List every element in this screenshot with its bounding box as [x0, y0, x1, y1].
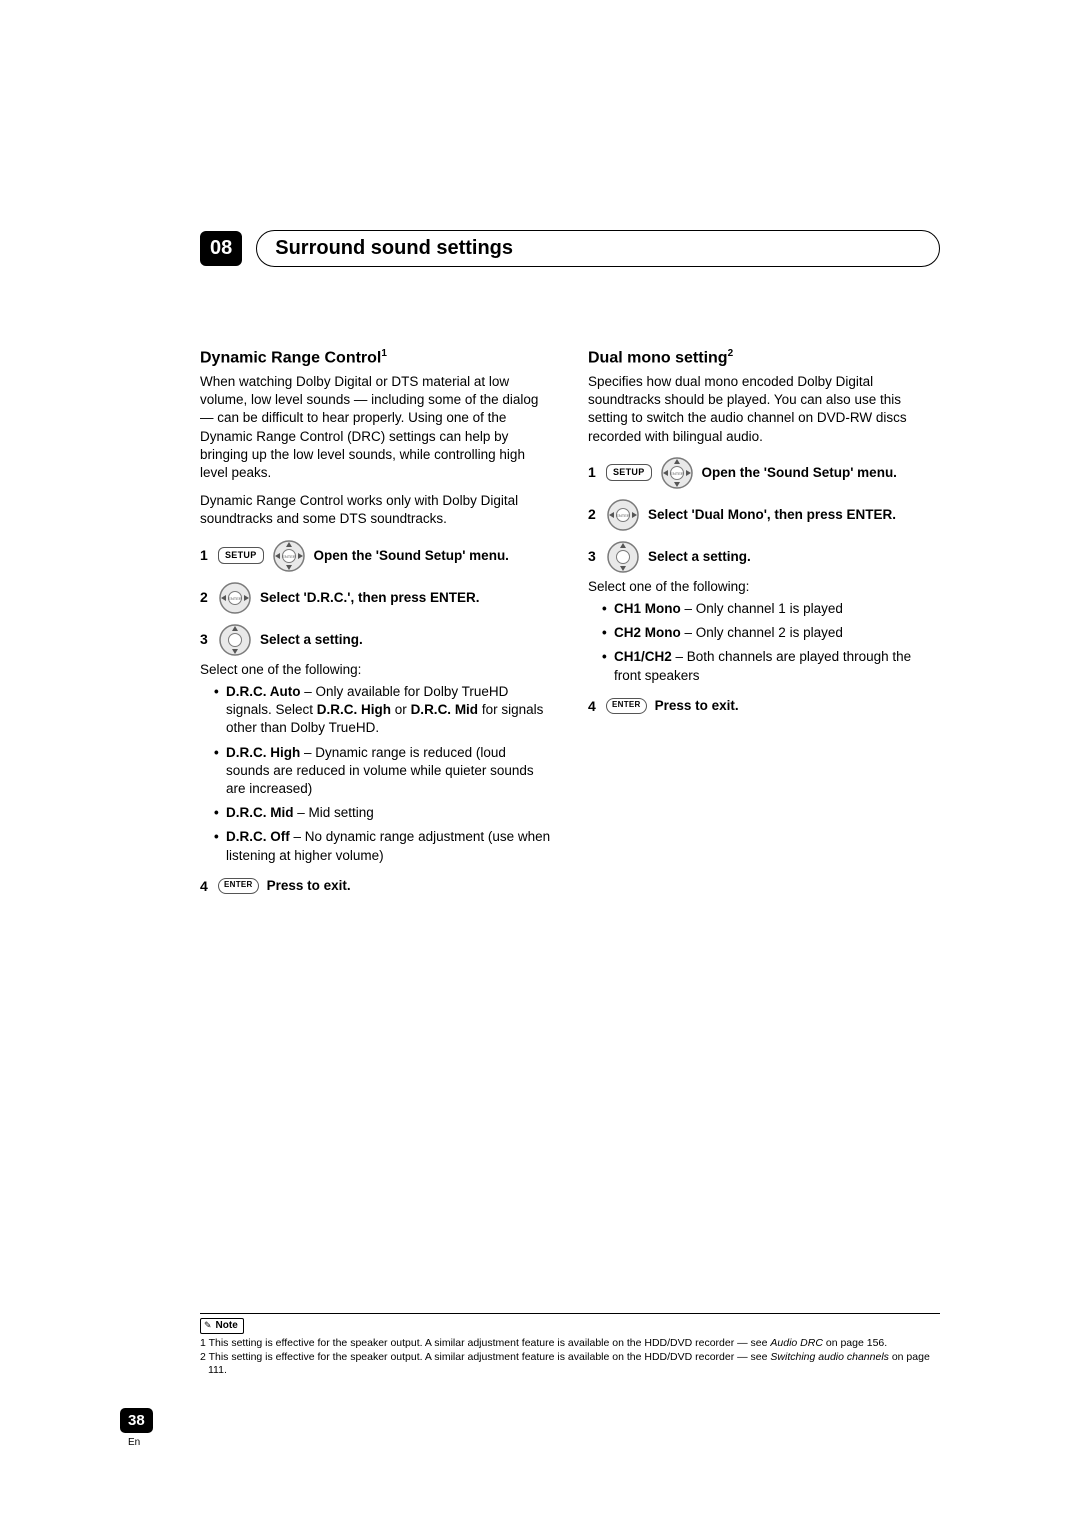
step-text: Select 'Dual Mono', then press ENTER. — [648, 506, 896, 524]
list-item: D.R.C. Mid – Mid setting — [214, 804, 552, 822]
drc-step-1: 1 SETUP ENTER Open the 'Sound Setup' men… — [200, 539, 552, 573]
pencil-icon: ✎ — [204, 1320, 212, 1332]
dpad-lr-icon: ENTER — [606, 498, 640, 532]
setup-button-icon: SETUP — [218, 547, 264, 564]
drc-para-1: When watching Dolby Digital or DTS mater… — [200, 373, 552, 482]
chapter-title-pill: Surround sound settings — [256, 230, 940, 267]
drc-step-2: 2 ENTER Select 'D.R.C.', then press ENTE… — [200, 581, 552, 615]
right-column: Dual mono setting2 Specifies how dual mo… — [588, 347, 940, 900]
footnote-section: ✎ Note 1 This setting is effective for t… — [200, 1313, 940, 1378]
step-text: Select a setting. — [648, 548, 751, 566]
dualmono-title-text: Dual mono setting — [588, 349, 728, 366]
svg-text:ENTER: ENTER — [670, 471, 684, 476]
chapter-title: Surround sound settings — [275, 237, 513, 260]
dpad-full-icon: ENTER — [660, 456, 694, 490]
svg-text:ENTER: ENTER — [282, 554, 296, 559]
step-number: 4 — [588, 697, 598, 716]
option-desc: – Mid setting — [294, 805, 374, 820]
dm-step-4: 4 ENTER Press to exit. — [588, 697, 940, 716]
dpad-ud-icon — [218, 623, 252, 657]
step-text: Open the 'Sound Setup' menu. — [314, 547, 509, 565]
option-bold: D.R.C. High — [317, 702, 391, 717]
drc-title-text: Dynamic Range Control — [200, 349, 381, 366]
footnote-2: 2 This setting is effective for the spea… — [200, 1351, 940, 1378]
enter-button-icon: ENTER — [218, 878, 259, 894]
footnote-post: on page 156. — [823, 1337, 887, 1349]
drc-title-sup: 1 — [381, 348, 387, 359]
list-item: D.R.C. High – Dynamic range is reduced (… — [214, 744, 552, 799]
chapter-header: 08 Surround sound settings — [200, 230, 940, 267]
step-number: 2 — [588, 505, 598, 524]
step-number: 3 — [200, 630, 210, 649]
dm-step-1: 1 SETUP ENTER Open the 'Sound Setup' men… — [588, 456, 940, 490]
footnote-1: 1 This setting is effective for the spea… — [200, 1337, 940, 1351]
option-bold: D.R.C. Mid — [411, 702, 479, 717]
footnote-pre: This setting is effective for the speake… — [206, 1351, 771, 1363]
footnote-em: Audio DRC — [770, 1337, 823, 1349]
footnote-em: Switching audio channels — [770, 1351, 889, 1363]
dm-select-line: Select one of the following: — [588, 578, 940, 596]
dm-options-list: CH1 Mono – Only channel 1 is played CH2 … — [588, 600, 940, 685]
note-label: Note — [216, 1319, 238, 1332]
dualmono-title: Dual mono setting2 — [588, 347, 940, 369]
step-text: Press to exit. — [655, 697, 739, 715]
dm-step-2: 2 ENTER Select 'Dual Mono', then press E… — [588, 498, 940, 532]
option-label: D.R.C. High — [226, 745, 300, 760]
dualmono-title-sup: 2 — [728, 348, 734, 359]
drc-step-3: 3 Select a setting. — [200, 623, 552, 657]
dpad-ud-icon — [606, 540, 640, 574]
step-number: 2 — [200, 588, 210, 607]
content-columns: Dynamic Range Control1 When watching Dol… — [200, 347, 940, 900]
enter-button-icon: ENTER — [606, 698, 647, 714]
step-number: 4 — [200, 877, 210, 896]
chapter-number-badge: 08 — [200, 231, 242, 266]
list-item: D.R.C. Auto – Only available for Dolby T… — [214, 683, 552, 738]
note-badge: ✎ Note — [200, 1318, 244, 1334]
step-text: Open the 'Sound Setup' menu. — [702, 464, 897, 482]
option-label: CH1/CH2 — [614, 649, 672, 664]
step-text: Select a setting. — [260, 631, 363, 649]
list-item: CH1/CH2 – Both channels are played throu… — [602, 648, 940, 684]
option-desc: – Only channel 2 is played — [681, 625, 843, 640]
option-desc: – Only channel 1 is played — [681, 601, 843, 616]
drc-select-line: Select one of the following: — [200, 661, 552, 679]
list-item: D.R.C. Off – No dynamic range adjustment… — [214, 828, 552, 864]
footnote-pre: This setting is effective for the speake… — [206, 1337, 771, 1349]
option-label: D.R.C. Auto — [226, 684, 301, 699]
step-text: Select 'D.R.C.', then press ENTER. — [260, 589, 479, 607]
option-label: D.R.C. Off — [226, 829, 290, 844]
step-number: 1 — [588, 463, 598, 482]
left-column: Dynamic Range Control1 When watching Dol… — [200, 347, 552, 900]
dualmono-para-1: Specifies how dual mono encoded Dolby Di… — [588, 373, 940, 446]
option-label: D.R.C. Mid — [226, 805, 294, 820]
drc-options-list: D.R.C. Auto – Only available for Dolby T… — [200, 683, 552, 865]
svg-text:ENTER: ENTER — [228, 596, 242, 601]
step-number: 3 — [588, 547, 598, 566]
list-item: CH2 Mono – Only channel 2 is played — [602, 624, 940, 642]
list-item: CH1 Mono – Only channel 1 is played — [602, 600, 940, 618]
language-code: En — [128, 1437, 140, 1448]
step-text: Press to exit. — [267, 877, 351, 895]
dpad-full-icon: ENTER — [272, 539, 306, 573]
drc-step-4: 4 ENTER Press to exit. — [200, 877, 552, 896]
drc-para-2: Dynamic Range Control works only with Do… — [200, 492, 552, 528]
option-label: CH2 Mono — [614, 625, 681, 640]
svg-text:ENTER: ENTER — [616, 513, 630, 518]
option-sep: or — [391, 702, 411, 717]
drc-title: Dynamic Range Control1 — [200, 347, 552, 369]
step-number: 1 — [200, 546, 210, 565]
option-label: CH1 Mono — [614, 601, 681, 616]
page: 08 Surround sound settings Dynamic Range… — [0, 0, 1080, 960]
page-number-badge: 38 — [120, 1408, 153, 1433]
dm-step-3: 3 Select a setting. — [588, 540, 940, 574]
dpad-lr-icon: ENTER — [218, 581, 252, 615]
setup-button-icon: SETUP — [606, 464, 652, 481]
